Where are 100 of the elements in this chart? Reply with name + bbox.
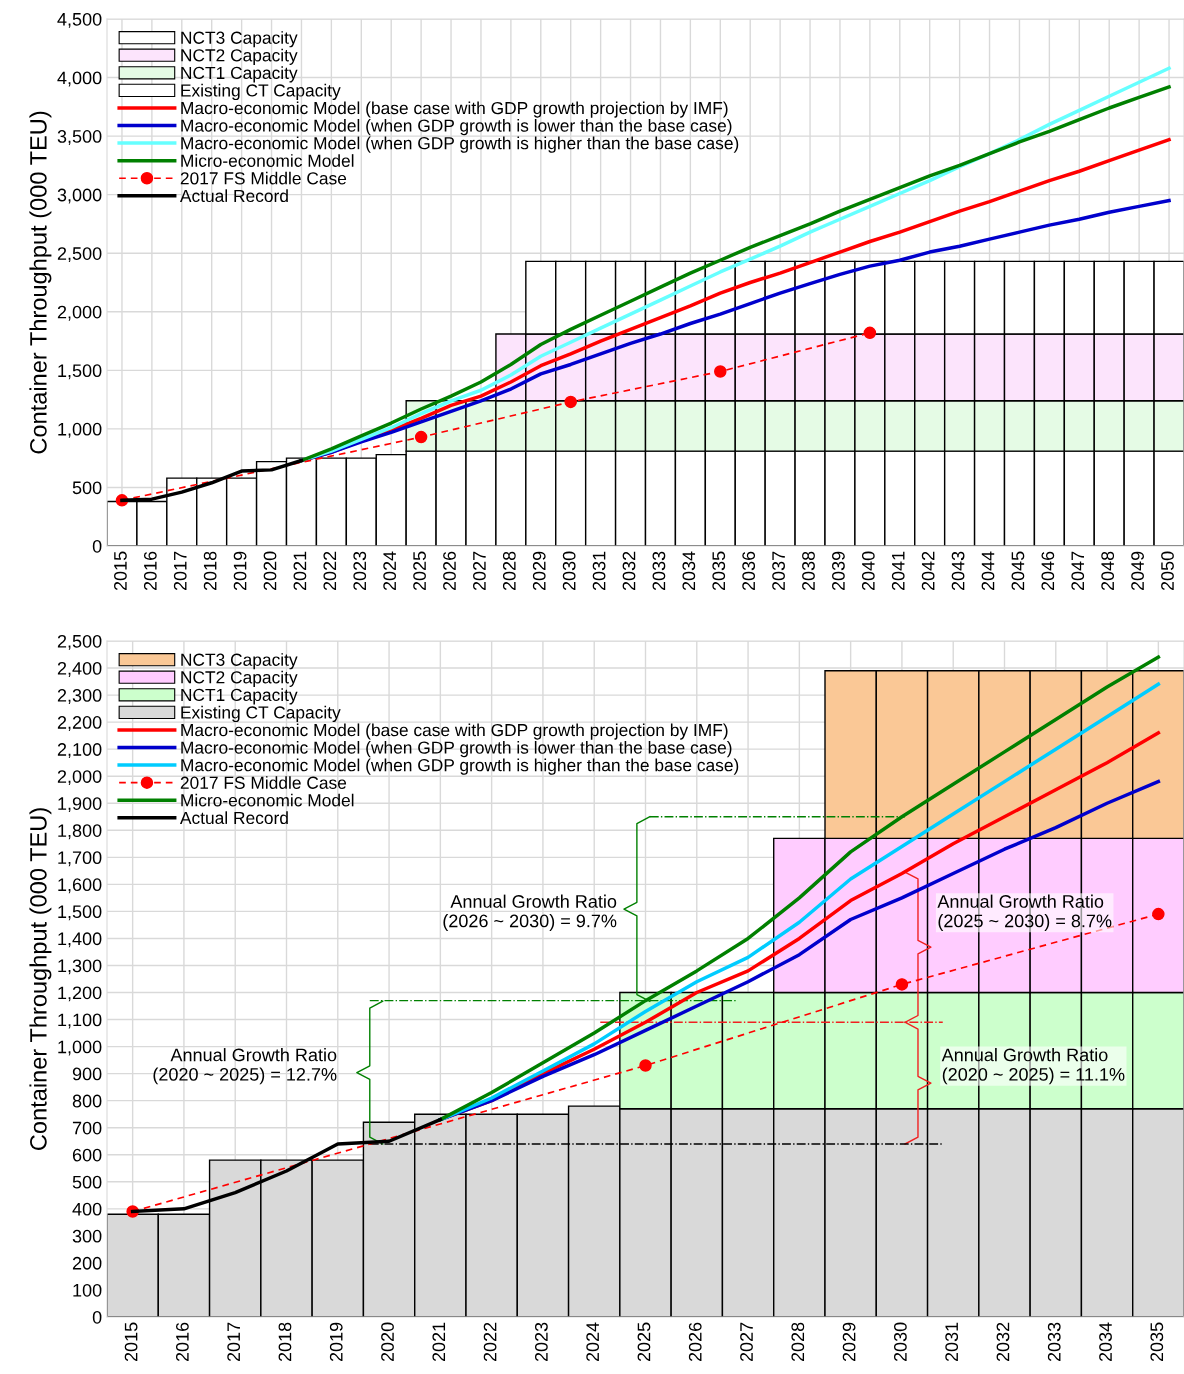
x-tick-label: 2018 <box>203 551 217 591</box>
x-tick-label: 2018 <box>278 1322 292 1362</box>
x-tick-label: 2031 <box>945 1322 959 1362</box>
legend-label: Micro-economic Model <box>181 793 354 807</box>
y-tick-label: 1,900 <box>58 797 102 813</box>
y-tick-label: 1,000 <box>58 1040 102 1056</box>
annotation: Annual Growth Ratio (2025 ~ 2030) = 8.7% <box>937 894 1112 931</box>
legend-label: Macro-economic Model (when GDP growth is higher than the base case) <box>181 136 739 153</box>
legend-label: Existing CT Capacity <box>181 83 341 101</box>
x-tick-label: 2017 <box>173 551 187 591</box>
x-tick-label: 2024 <box>383 551 397 591</box>
x-tick-label: 2034 <box>682 551 696 591</box>
legend-label: Macro-economic Model (base case with GDP growth projection by IMF) <box>181 101 728 118</box>
x-tick-label: 2022 <box>483 1322 497 1362</box>
x-tick-label: 2041 <box>891 551 905 591</box>
x-tick-label: 2016 <box>143 551 157 591</box>
legend-label: NCT1 Capacity <box>181 66 298 83</box>
x-tick-label: 2024 <box>586 1322 600 1362</box>
y-tick-label: 100 <box>73 1283 102 1297</box>
legend-label: 2017 FS Middle Case <box>180 776 347 789</box>
x-tick-label: 2030 <box>893 1322 907 1362</box>
x-tick-label: 2037 <box>772 551 785 591</box>
y-tick-label: 2,000 <box>57 305 102 321</box>
x-tick-label: 2030 <box>562 551 576 591</box>
x-tick-label: 2043 <box>951 551 965 591</box>
x-tick-label: 2016 <box>175 1322 189 1362</box>
x-tick-label: 2033 <box>652 551 666 591</box>
x-tick-label: 2039 <box>832 551 845 591</box>
x-tick-label: 2021 <box>432 1322 446 1362</box>
y-tick-label: 400 <box>72 1202 102 1216</box>
legend-label: NCT3 Capacity <box>181 31 298 48</box>
y-tick-label: 700 <box>72 1121 102 1135</box>
annotation: Annual Growth Ratio (2026 ~ 2030) = 9.7% <box>443 894 617 931</box>
point <box>863 326 877 340</box>
y-tick-label: 300 <box>72 1229 102 1243</box>
y-tick-label: 1,200 <box>58 986 102 1002</box>
legend-label: Macro-economic Model (when GDP growth is lower than the base case) <box>181 741 732 758</box>
legend-label: NCT1 Capacity <box>181 688 298 705</box>
x-tick-label: 2047 <box>1071 551 1085 591</box>
legend-label: Actual Record <box>179 189 288 203</box>
x-tick-label: 2019 <box>329 1322 343 1362</box>
y-tick-label: 900 <box>72 1067 102 1081</box>
x-tick-label: 2020 <box>263 551 277 591</box>
x-tick-label: 2025 <box>637 1322 651 1362</box>
y-tick-label: 2,100 <box>57 743 102 759</box>
annotation: Annual Growth Ratio (2020 ~ 2025) = 12.7% <box>153 1048 337 1085</box>
x-tick-label: 2025 <box>413 551 426 591</box>
y-tick-label: 4,500 <box>57 12 102 28</box>
point <box>714 365 727 378</box>
y-tick-label: 2,000 <box>57 770 102 786</box>
x-tick-label: 2019 <box>233 551 247 591</box>
x-tick-label: 2038 <box>802 551 815 591</box>
y-axis-title: Container Throughput (000 TEU) <box>29 808 52 1150</box>
x-tick-label: 2028 <box>791 1322 805 1362</box>
y-tick-label: 1,600 <box>58 878 102 894</box>
x-tick-label: 2032 <box>622 551 636 591</box>
point <box>564 395 577 409</box>
legend-label: Macro-economic Model (base case with GDP growth projection by IMF) <box>181 723 728 740</box>
point <box>895 978 909 991</box>
y-tick-label: 3,500 <box>57 130 102 145</box>
x-tick-label: 2021 <box>293 551 307 591</box>
x-tick-label: 2026 <box>443 551 456 591</box>
x-tick-label: 2015 <box>124 1322 138 1362</box>
y-tick-label: 2,400 <box>57 661 102 677</box>
y-tick-label: 1,800 <box>58 824 102 840</box>
y-tick-label: 2,200 <box>57 716 102 731</box>
x-tick-label: 2033 <box>1047 1322 1061 1362</box>
x-tick-label: 2035 <box>1150 1322 1164 1362</box>
legend-label: Actual Record <box>179 811 288 825</box>
legend-label: NCT3 Capacity <box>181 653 298 670</box>
y-tick-label: 1,100 <box>58 1013 102 1029</box>
y-tick-label: 1,300 <box>58 959 102 975</box>
point <box>639 1059 652 1072</box>
y-tick-label: 500 <box>72 1175 102 1189</box>
y-tick-label: 200 <box>72 1256 102 1270</box>
x-tick-label: 2045 <box>1011 551 1025 591</box>
x-tick-label: 2026 <box>688 1322 702 1362</box>
x-tick-label: 2020 <box>381 1322 394 1362</box>
x-tick-label: 2049 <box>1131 551 1144 591</box>
x-tick-label: 2044 <box>981 551 995 591</box>
legend-label: 2017 FS Middle Case <box>180 171 347 185</box>
y-tick-label: 1,000 <box>58 422 102 438</box>
y-tick-label: 2,500 <box>57 247 102 263</box>
legend-label: Macro-economic Model (when GDP growth is higher than the base case) <box>181 758 739 775</box>
y-tick-label: 4,000 <box>57 71 102 87</box>
x-tick-label: 2040 <box>861 551 875 591</box>
legend-label: Micro-economic Model <box>181 154 354 167</box>
y-tick-label: 1,700 <box>58 851 102 867</box>
x-tick-label: 2034 <box>1099 1322 1112 1362</box>
x-tick-label: 2022 <box>323 551 337 591</box>
x-tick-label: 2023 <box>353 551 367 591</box>
point <box>1152 907 1165 921</box>
y-tick-label: 1,400 <box>58 932 102 948</box>
x-tick-label: 2017 <box>227 1322 241 1362</box>
y-tick-label: 600 <box>72 1148 102 1162</box>
x-tick-label: 2031 <box>592 551 606 591</box>
legend-label: Existing CT Capacity <box>181 705 341 723</box>
x-tick-label: 2046 <box>1041 551 1055 591</box>
x-tick-label: 2027 <box>740 1322 753 1362</box>
y-tick-label: 3,000 <box>57 188 102 204</box>
